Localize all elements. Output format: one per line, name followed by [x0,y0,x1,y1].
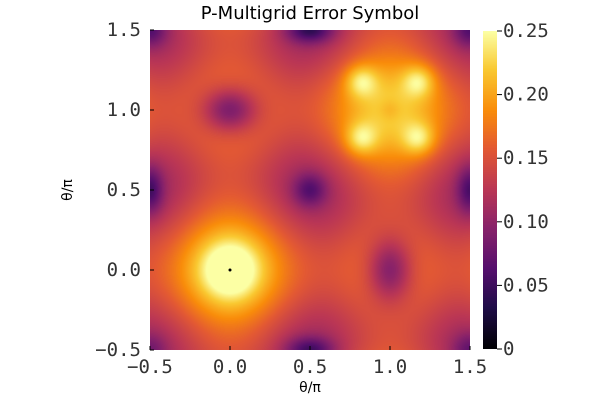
x-tick-label: 0.5 [293,356,327,378]
y-tick-label: 0.5 [107,179,141,201]
colorbar-tick-label: 0.25 [503,20,549,42]
x-tick-label: 0.0 [213,356,247,378]
y-tick-label: 0.0 [107,259,141,281]
y-tick-label: 1.5 [107,19,141,41]
colorbar-ticks: 0 0.05 0.10 0.15 0.20 0.25 [497,20,549,360]
x-axis-label: θ/π [299,380,321,396]
y-axis-label: θ/π [60,179,76,201]
heatmap-plot-area [150,30,470,350]
x-tick-label: 1.5 [453,356,487,378]
colorbar-tick-label: 0.05 [503,274,549,296]
colorbar-tick-label: 0.20 [503,84,549,106]
colorbar: 0 0.05 0.10 0.15 0.20 0.25 [483,20,549,360]
x-tick-label: −0.5 [127,356,173,378]
colorbar-tick-label: 0 [503,338,514,360]
heatmap-image [150,30,470,350]
chart-title: P-Multigrid Error Symbol [201,3,420,24]
colorbar-gradient [483,31,497,349]
colorbar-tick-label: 0.15 [503,147,549,169]
y-tick-label: −0.5 [95,339,141,361]
x-tick-label: 1.0 [373,356,407,378]
y-axis-ticks: −0.5 0.0 0.5 1.0 1.5 [95,19,154,361]
y-tick-label: 1.0 [107,99,141,121]
x-axis-ticks: −0.5 0.0 0.5 1.0 1.5 [127,346,487,378]
origin-marker [228,268,232,272]
colorbar-tick-label: 0.10 [503,211,549,233]
